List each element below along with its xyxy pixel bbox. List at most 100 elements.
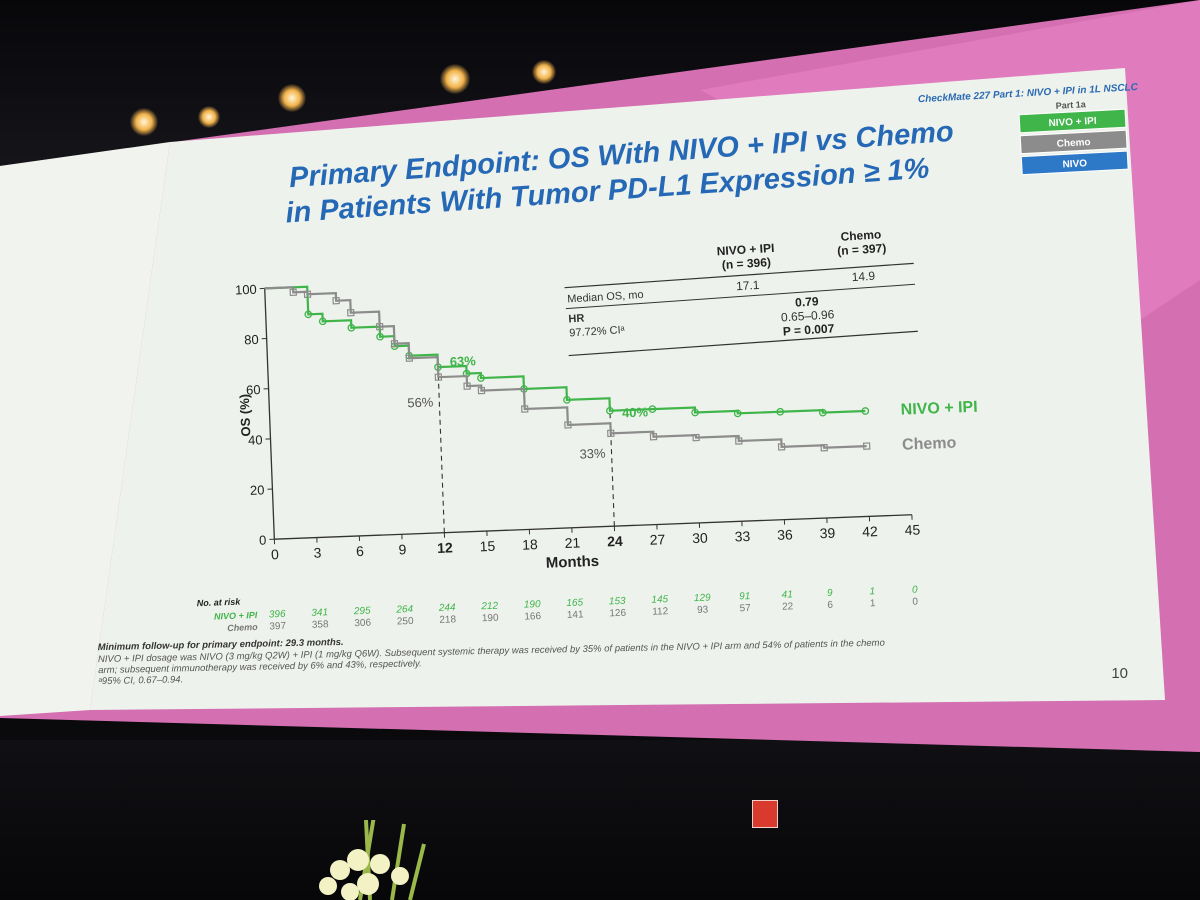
reference-line xyxy=(437,367,445,533)
annotation-label: 56% xyxy=(407,394,434,410)
x-tick-label: 18 xyxy=(522,536,538,553)
part-item-label: Chemo xyxy=(1056,137,1090,150)
annotation-label: 33% xyxy=(579,446,606,462)
x-axis-label: Months xyxy=(545,553,599,572)
reference-line xyxy=(609,410,615,527)
x-tick-label: 36 xyxy=(777,526,793,543)
risk-cell: 57 xyxy=(739,603,751,614)
risk-cell: 341 xyxy=(311,607,328,619)
y-tick-label: 0 xyxy=(259,533,267,548)
censor-mark-chemo xyxy=(564,421,572,429)
censor-mark-chemo xyxy=(777,443,786,451)
x-tick-label: 39 xyxy=(819,525,835,542)
stats-col2-n: (n = 397) xyxy=(837,241,887,258)
censor-mark-chemo xyxy=(347,308,355,317)
risk-cell: 212 xyxy=(480,601,499,613)
y-axis-line xyxy=(264,288,275,540)
x-tick-label: 33 xyxy=(734,528,750,545)
x-axis-line xyxy=(274,514,912,540)
censor-mark-chemo xyxy=(405,354,414,362)
censor-mark-nivo-ipi xyxy=(861,407,870,415)
censor-mark-nivo-ipi xyxy=(691,408,699,417)
censor-mark-chemo xyxy=(820,444,828,452)
risk-cell: 93 xyxy=(697,605,709,616)
censor-mark-chemo xyxy=(649,432,658,441)
risk-cell: 141 xyxy=(567,609,585,621)
stats-hr-label: HR xyxy=(568,313,585,326)
annotation-label: 63% xyxy=(450,353,477,369)
risk-cell: 264 xyxy=(395,604,414,616)
y-tick-label: 100 xyxy=(235,282,257,298)
risk-cell: 397 xyxy=(269,621,287,633)
slide-body xyxy=(90,68,1165,710)
y-tick-label: 60 xyxy=(246,382,261,398)
x-tick-label: 3 xyxy=(313,544,322,560)
stats-ci-value: 0.65–0.96 xyxy=(781,307,835,324)
x-tick-label: 24 xyxy=(607,533,623,550)
page-number: 10 xyxy=(1111,665,1128,682)
risk-cell: 166 xyxy=(524,611,542,623)
censor-mark-nivo-ipi xyxy=(818,408,827,417)
x-tick-label: 12 xyxy=(437,539,453,556)
censor-mark-nivo-ipi xyxy=(477,374,485,382)
risk-row-label: NIVO + IPI xyxy=(214,610,258,622)
risk-cell: 244 xyxy=(438,602,457,614)
censor-mark-chemo xyxy=(862,442,871,450)
censor-mark-nivo-ipi xyxy=(347,323,356,332)
risk-cell: 126 xyxy=(609,608,627,620)
censor-mark-nivo-ipi xyxy=(563,396,571,404)
x-tick-label: 0 xyxy=(271,546,280,562)
risk-cell: 145 xyxy=(651,594,669,606)
stats-hr-value: 0.79 xyxy=(795,294,819,309)
censor-mark-chemo xyxy=(463,382,471,390)
stats-median-label: Median OS, mo xyxy=(567,289,644,306)
x-tick-label: 21 xyxy=(564,534,580,551)
ceiling-light xyxy=(440,64,470,94)
part-item-box xyxy=(1018,108,1127,134)
risk-cell: 358 xyxy=(312,619,330,631)
ceiling-light xyxy=(198,106,220,128)
stats-median-chemo: 14.9 xyxy=(851,269,875,284)
series-line-chemo xyxy=(264,286,867,449)
ceiling-light xyxy=(278,84,306,112)
censor-mark-nivo-ipi xyxy=(776,407,785,416)
audience-area xyxy=(0,740,1200,900)
x-tick-label: 15 xyxy=(479,538,495,555)
part-badge: Part 1a NIVO + IPI Chemo NIVO xyxy=(1018,99,1129,176)
risk-cell: 9 xyxy=(827,588,833,599)
annotation-label: 40% xyxy=(622,404,649,420)
stats-col1-n: (n = 396) xyxy=(722,255,772,272)
censor-mark-chemo xyxy=(520,405,529,413)
risk-cell: 250 xyxy=(397,616,415,628)
series-label-chemo: Chemo xyxy=(902,435,957,454)
censor-mark-chemo xyxy=(434,373,443,381)
risk-row-label: Chemo xyxy=(227,622,258,633)
censor-mark-nivo-ipi xyxy=(376,332,384,341)
series-label-nivo-ipi: NIVO + IPI xyxy=(900,399,978,419)
censor-mark-chemo xyxy=(289,288,297,297)
censor-mark-nivo-ipi xyxy=(733,409,742,418)
risk-cell: 0 xyxy=(912,597,918,608)
stats-median-nivo: 17.1 xyxy=(736,278,760,293)
footnote-bold: Minimum follow-up for primary endpoint: … xyxy=(98,637,344,653)
risk-cell: 165 xyxy=(566,597,584,609)
risk-cell: 41 xyxy=(781,589,793,600)
censor-mark-chemo xyxy=(477,386,486,395)
risk-cell: 1 xyxy=(870,598,876,609)
censor-mark-chemo xyxy=(607,429,615,438)
censor-mark-nivo-ipi xyxy=(648,405,657,413)
risk-cell: 0 xyxy=(912,585,918,596)
risk-cell: 1 xyxy=(869,586,875,597)
x-tick-label: 42 xyxy=(862,523,878,540)
censor-mark-chemo xyxy=(692,433,700,442)
risk-cell: 218 xyxy=(439,614,457,626)
risk-cell: 91 xyxy=(739,591,751,602)
risk-cell: 190 xyxy=(524,599,542,611)
x-tick-label: 27 xyxy=(649,531,665,548)
censor-mark-chemo xyxy=(735,437,743,445)
censor-mark-nivo-ipi xyxy=(304,310,313,319)
risk-cell: 396 xyxy=(269,609,287,621)
x-tick-label: 30 xyxy=(692,530,708,547)
risk-cell: 6 xyxy=(827,600,833,611)
